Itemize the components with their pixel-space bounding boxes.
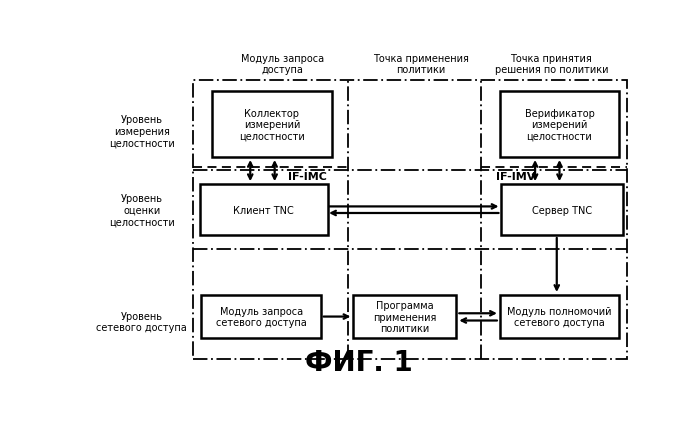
Bar (193, 81, 627, 360)
Text: Программа
применения
политики: Программа применения политики (373, 300, 437, 334)
Text: Сервер TNC: Сервер TNC (532, 205, 592, 215)
Bar (200, 185, 328, 236)
Text: Уровень
сетевого доступа: Уровень сетевого доступа (97, 311, 187, 333)
Text: Коллектор
измерений
целостности: Коллектор измерений целостности (239, 108, 304, 141)
Text: Точка применения
политики: Точка применения политики (373, 54, 469, 75)
Bar (354, 296, 456, 338)
Text: Модуль запроса
доступа: Модуль запроса доступа (241, 54, 324, 75)
Bar (500, 296, 619, 338)
Text: Модуль запроса
сетевого доступа: Модуль запроса сетевого доступа (216, 306, 307, 328)
Text: Уровень
измерения
целостности: Уровень измерения целостности (109, 115, 174, 148)
Text: Уровень
оценки
целостности: Уровень оценки целостности (109, 194, 174, 227)
Bar (501, 185, 623, 236)
Text: Модуль полномочий
сетевого доступа: Модуль полномочий сетевого доступа (508, 306, 612, 328)
Text: Точка принятия
решения по политики: Точка принятия решения по политики (495, 54, 608, 75)
Text: Верификатор
измерений
целостности: Верификатор измерений целостности (524, 108, 594, 141)
Bar (500, 92, 619, 158)
Text: IF-IMC: IF-IMC (288, 171, 327, 181)
Bar (212, 92, 332, 158)
Text: ФИГ. 1: ФИГ. 1 (305, 348, 412, 376)
Bar (202, 296, 321, 338)
Text: IF-IMV: IF-IMV (496, 171, 536, 181)
Text: Клиент TNC: Клиент TNC (233, 205, 294, 215)
